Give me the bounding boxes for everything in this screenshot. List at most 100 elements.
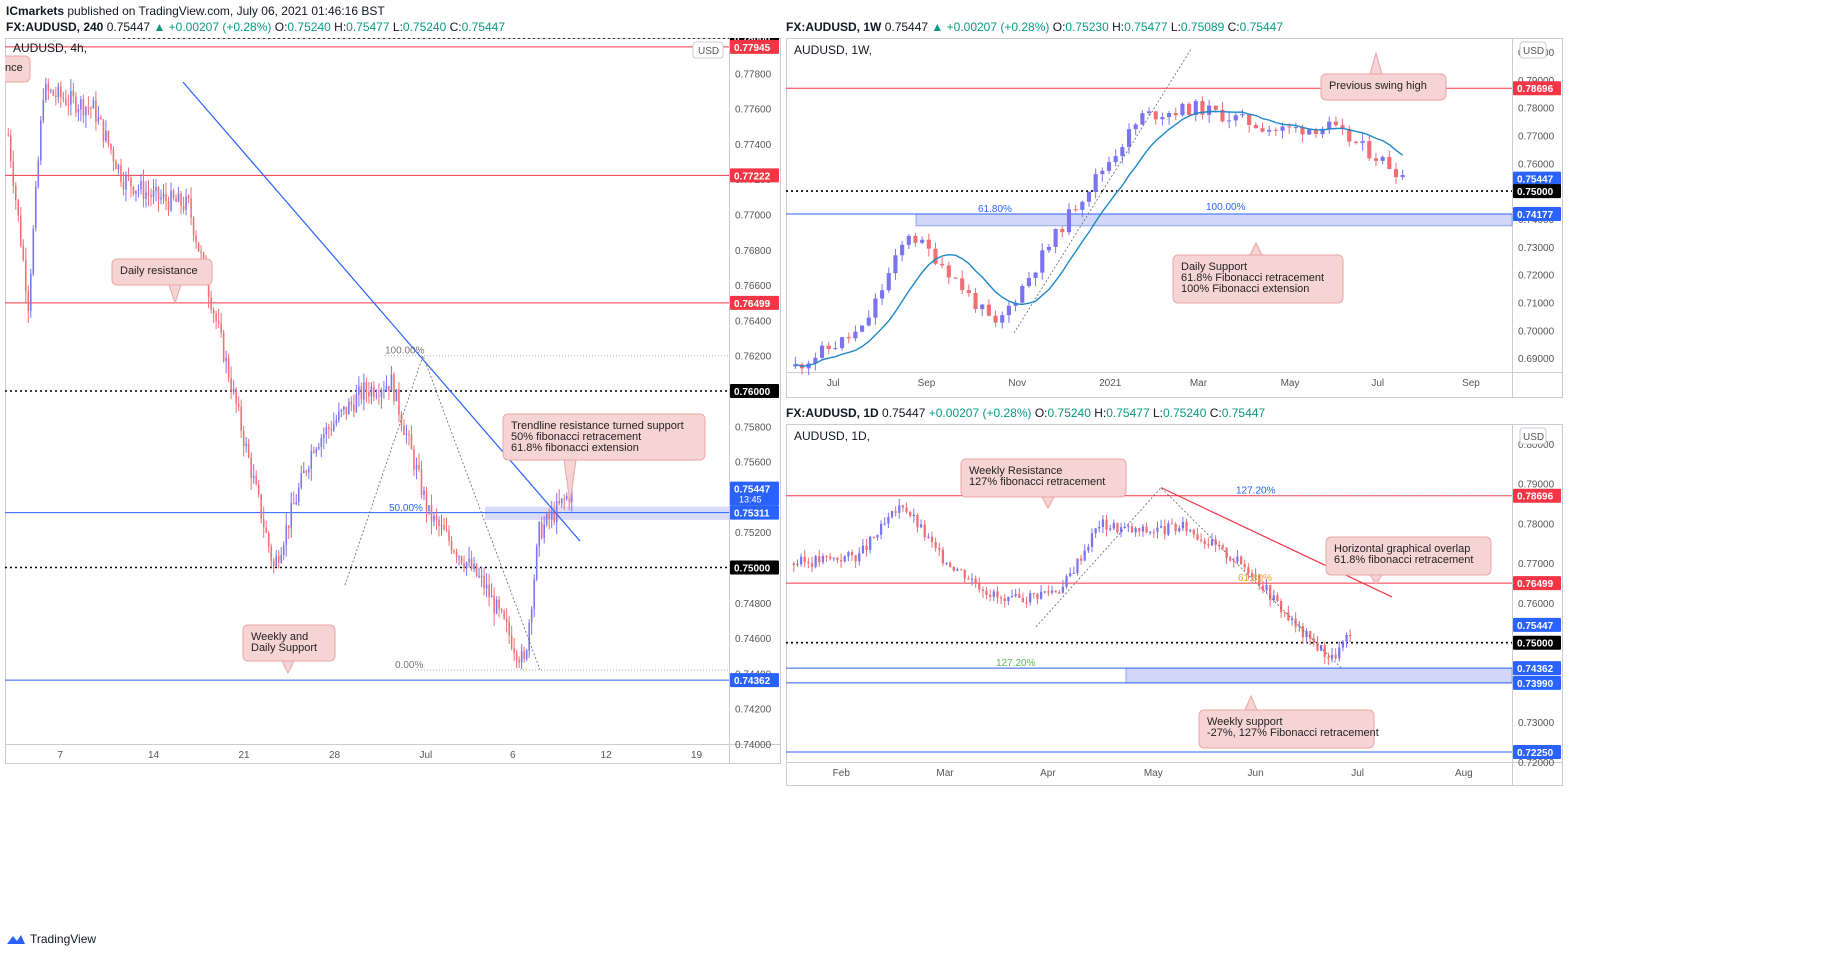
candle-body <box>1199 539 1203 541</box>
candle-body <box>1159 526 1163 528</box>
candle-body <box>468 558 470 563</box>
candle-body <box>1094 528 1097 534</box>
candle-body <box>52 90 55 96</box>
candle-body <box>1046 246 1052 251</box>
candle-body <box>87 107 90 109</box>
candle-body <box>813 357 818 364</box>
h4-change: ▲ +0.00207 (+0.28%) <box>153 20 272 34</box>
candle-body <box>1229 558 1232 561</box>
candle-body <box>1313 129 1318 135</box>
h4-price-badge-label: 0.76499 <box>734 299 771 310</box>
candle-body <box>819 345 825 358</box>
candle-body <box>1087 547 1090 551</box>
candle-body <box>302 470 305 474</box>
callout-text: 50% fibonacci retracement <box>511 431 641 443</box>
candle-body <box>1307 129 1312 135</box>
candle-body <box>560 498 563 504</box>
candle-body <box>393 374 395 402</box>
candle-body <box>938 547 941 550</box>
candle-body <box>832 557 835 559</box>
candle-body <box>463 563 465 569</box>
candle-body <box>1021 597 1025 603</box>
candle-body <box>1247 567 1250 574</box>
h4-price-badge <box>730 384 779 398</box>
w1-price-badge-label: 0.75000 <box>1517 187 1554 198</box>
candle-body <box>1210 539 1214 546</box>
h4-price-badge-label: 0.75447 <box>734 485 771 496</box>
candle-body <box>92 100 95 109</box>
h4-price-badge-label: 0.75311 <box>734 509 770 520</box>
candle-body <box>97 116 100 122</box>
h4-y-tick: 0.75800 <box>735 422 772 433</box>
candle-body <box>265 527 267 533</box>
candle-body <box>853 331 858 339</box>
w1-price-badge <box>1513 206 1561 221</box>
candle-body <box>202 252 205 261</box>
candle-body <box>170 190 172 211</box>
candle-body <box>1380 156 1385 161</box>
candle-body <box>150 194 152 198</box>
callout-text: Weekly Resistance <box>969 465 1062 477</box>
candle-body <box>861 545 865 554</box>
candle-body <box>155 187 157 191</box>
candle-body <box>438 519 440 527</box>
candle-body <box>920 239 925 243</box>
callout-text: nce <box>5 62 23 74</box>
candle-body <box>818 556 821 563</box>
callout-box <box>1325 536 1492 576</box>
candle-body <box>963 569 966 579</box>
d1-y-tick: 0.76000 <box>1518 599 1555 610</box>
candle-body <box>318 446 320 449</box>
d1-chart[interactable]: 127.20% 61.80% 127.20% 0.80000 0.79000 0.7800… <box>786 424 1563 786</box>
callout-text: 61.8% Fibonacci retracement <box>1181 272 1324 284</box>
candle-body <box>493 595 495 614</box>
candle-body <box>110 144 112 151</box>
candle-body <box>65 99 67 105</box>
candle-body <box>157 187 160 200</box>
w1-y-tick: 0.72000 <box>1518 271 1555 282</box>
candle-body <box>245 443 247 447</box>
h4-currency-box <box>692 41 724 59</box>
d1-price-badge <box>1513 745 1561 760</box>
w1-chart[interactable]: 61.80%100.00%0.800000.790000.780000.7700… <box>786 38 1563 398</box>
candle-body <box>255 475 257 485</box>
candle-body <box>515 652 518 661</box>
candle-body <box>1247 114 1252 125</box>
candle-body <box>946 265 951 278</box>
candle-body <box>1006 305 1011 316</box>
candle-body <box>1026 277 1031 287</box>
candle-body <box>152 190 155 198</box>
candle-body <box>72 90 75 97</box>
candle-body <box>1269 585 1272 601</box>
d1-price-badge <box>1513 675 1561 690</box>
candle-body <box>829 556 832 559</box>
w1-support-zone <box>915 213 1513 227</box>
tradingview-footer: TradingView <box>6 932 96 946</box>
h4-price-badge <box>730 673 779 688</box>
candle-body <box>9 135 12 162</box>
candle-body <box>919 524 923 528</box>
candle-body <box>1265 585 1268 591</box>
h4-price-badge <box>730 505 779 520</box>
candle-body <box>197 242 200 252</box>
d1-price-badge <box>1513 576 1561 591</box>
h4-chart[interactable]: 100.00% 50.00% 0.00% 0.77800 0.77600 0.77400 0… <box>5 38 781 764</box>
h4-panel-title: AUDUSD, 4h, <box>13 41 87 55</box>
candle-body <box>993 315 998 323</box>
candle-body <box>565 496 568 499</box>
candle-body <box>803 556 806 563</box>
d1-x-tick: Apr <box>1040 768 1056 779</box>
callout-box <box>242 624 336 662</box>
d1-price-badge-label: 0.73990 <box>1517 679 1554 690</box>
candle-body <box>1327 657 1330 659</box>
candle-body <box>405 433 408 435</box>
candle-body <box>267 532 270 547</box>
candle-body <box>385 385 388 391</box>
candle-body <box>1240 114 1245 116</box>
candle-body <box>1290 618 1294 621</box>
candle-body <box>343 406 345 410</box>
candle-body <box>25 259 27 292</box>
candle-body <box>543 524 545 539</box>
